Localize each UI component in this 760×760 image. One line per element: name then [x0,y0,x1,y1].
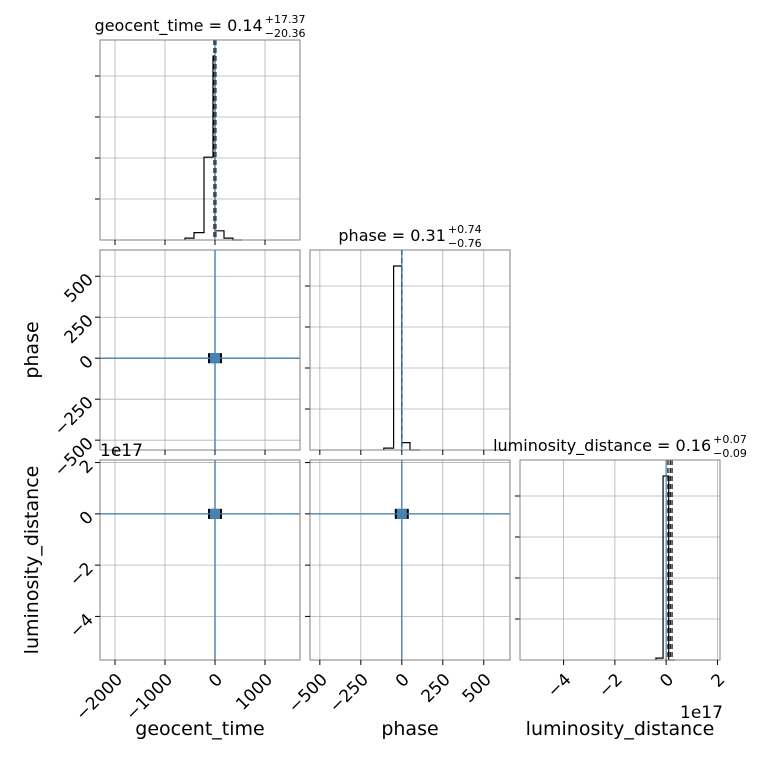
title-geocent_time: geocent_time = 0.14 +17.37−20.36 [95,13,306,40]
x-tick-label: 0 [205,670,227,692]
panel-luminosity_distance-luminosity_distance [515,459,721,665]
x-axis-label-luminosity_distance: luminosity_distance [526,718,715,740]
title-minus: −20.36 [265,27,306,40]
title-text: geocent_time = 0.14 [95,16,263,36]
panel-geocent_time-geocent_time [95,39,301,245]
panel-phase-phase [305,249,511,455]
panel-frame [99,39,301,241]
x-tick-label: −250 [326,670,373,717]
x-tick-label: −4 [544,670,576,702]
title-plus: +0.07 [713,433,747,446]
y-tick-label: 0 [76,507,98,529]
x-tick-label: 500 [459,670,496,707]
y-axis-label-luminosity_distance: luminosity_distance [21,466,43,655]
panel-frame [309,459,511,661]
panel-frame [99,249,301,451]
y-tick-label: 0 [76,352,98,374]
title-minus: −0.76 [448,237,482,250]
x-axis-label-phase: phase [381,718,438,740]
y-tick-label: −4 [66,610,98,642]
x-tick-label: 250 [418,670,455,707]
y-tick-label: −250 [51,393,98,440]
panel-frame [99,459,301,661]
panel-luminosity_distance-phase [305,459,511,665]
x-tick-label: −1000 [122,670,177,725]
histogram-geocent_time [184,55,242,241]
x-offset-text: 1e17 [680,703,723,723]
x-tick-label: −500 [285,670,332,717]
y-axis-label-phase: phase [21,321,43,378]
title-plus: +0.74 [448,223,482,236]
panel-phase-geocent_time [95,249,301,455]
x-tick-label: 0 [656,670,678,692]
y-offset-text: 1e17 [100,441,143,461]
panel-frame [309,249,511,451]
title-text: luminosity_distance = 0.16 [493,436,711,456]
panel-luminosity_distance-geocent_time [95,459,301,665]
x-tick-label: −2 [595,670,627,702]
panel-frame [519,459,721,661]
y-tick-label: −2 [66,559,98,591]
truth-marker [396,508,407,519]
y-tick-label: 500 [61,270,98,307]
title-phase: phase = 0.31 +0.74−0.76 [338,223,481,250]
x-axis-label-geocent_time: geocent_time [135,718,264,740]
y-tick-label: 250 [61,311,98,348]
x-tick-label: 0 [392,670,414,692]
truth-marker [210,353,220,364]
truth-marker [210,508,220,519]
title-minus: −0.09 [713,447,747,460]
title-text: phase = 0.31 [338,226,445,245]
x-tick-label: −2000 [72,670,127,725]
title-luminosity_distance: luminosity_distance = 0.16 +0.07−0.09 [493,433,747,460]
x-tick-label: 1000 [232,670,277,715]
title-plus: +17.37 [265,13,306,26]
y-tick-label: 2 [76,456,98,478]
x-tick-label: 2 [708,670,730,692]
